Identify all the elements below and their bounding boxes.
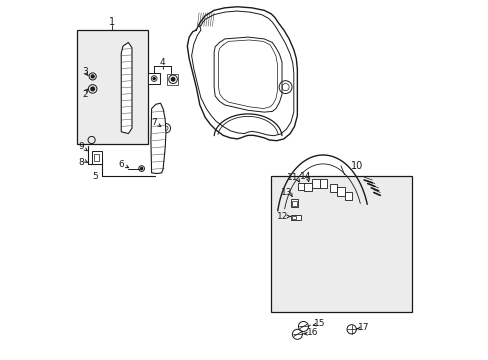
FancyBboxPatch shape xyxy=(290,199,298,207)
FancyBboxPatch shape xyxy=(304,183,311,191)
FancyBboxPatch shape xyxy=(92,152,102,163)
Text: 13: 13 xyxy=(280,188,292,197)
FancyBboxPatch shape xyxy=(345,192,352,201)
FancyBboxPatch shape xyxy=(319,179,326,188)
Text: 3: 3 xyxy=(82,67,88,76)
FancyBboxPatch shape xyxy=(290,215,301,220)
Circle shape xyxy=(91,75,94,78)
Circle shape xyxy=(91,87,94,91)
Polygon shape xyxy=(121,42,132,134)
Text: 12: 12 xyxy=(277,212,288,221)
Text: 5: 5 xyxy=(92,172,98,181)
Text: 1: 1 xyxy=(109,17,115,27)
FancyBboxPatch shape xyxy=(329,184,336,192)
Text: 4: 4 xyxy=(159,58,165,67)
Circle shape xyxy=(171,77,175,81)
Text: 17: 17 xyxy=(358,323,369,332)
Text: 6: 6 xyxy=(118,160,124,169)
Circle shape xyxy=(140,167,142,170)
Circle shape xyxy=(153,77,155,80)
Text: 7: 7 xyxy=(151,118,157,127)
Text: 11: 11 xyxy=(286,173,298,182)
Text: 10: 10 xyxy=(350,161,363,171)
FancyBboxPatch shape xyxy=(298,183,304,190)
FancyBboxPatch shape xyxy=(148,73,160,84)
Text: 9: 9 xyxy=(78,141,83,150)
Text: 15: 15 xyxy=(313,319,325,328)
FancyBboxPatch shape xyxy=(312,179,319,188)
Bar xyxy=(271,176,411,312)
Text: 8: 8 xyxy=(78,158,83,167)
Text: 14: 14 xyxy=(300,172,311,181)
Polygon shape xyxy=(151,103,165,174)
Text: 16: 16 xyxy=(306,328,318,337)
FancyBboxPatch shape xyxy=(337,187,344,196)
Bar xyxy=(77,30,148,144)
Text: 2: 2 xyxy=(82,90,88,99)
